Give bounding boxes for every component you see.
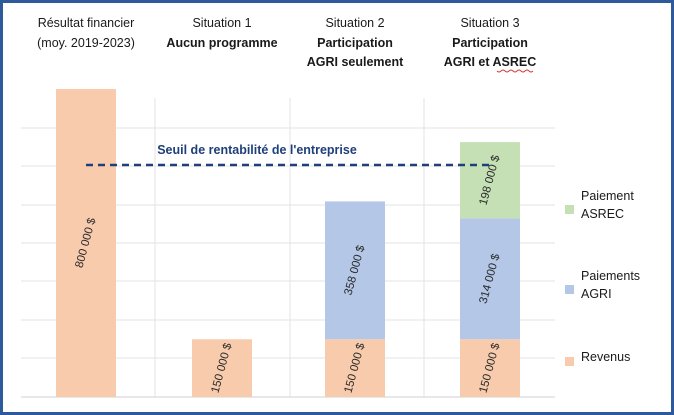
legend-label-1: Revenus — [581, 350, 630, 364]
bar-4-2 — [460, 218, 520, 340]
legend-swatch-1 — [565, 357, 574, 366]
column-subtitle-3-line-2: AGRI seulement — [307, 55, 404, 69]
bar-3-1 — [325, 339, 385, 397]
column-subtitle-4-line-2: AGRI et ASREC — [444, 55, 537, 69]
bar-1-1 — [56, 89, 116, 397]
column-subtitle-2: Aucun programme — [166, 36, 277, 50]
legend-label-3-line-1: Paiement — [581, 189, 634, 203]
column-title-1: Résultat financier — [38, 16, 135, 30]
legend-swatch-2 — [565, 285, 574, 294]
threshold-label: Seuil de rentabilité de l'entreprise — [157, 143, 357, 157]
stacked-bar-chart: 800 000 $150 000 $150 000 $358 000 $150 … — [21, 16, 640, 398]
column-title-2: Situation 1 — [192, 16, 251, 30]
bar-4-1 — [460, 339, 520, 397]
bar-3-2 — [325, 201, 385, 340]
spellcheck-squiggle — [496, 69, 534, 73]
column-subtitle-4-line-1: Participation — [452, 36, 528, 50]
column-title-3: Situation 2 — [325, 16, 384, 30]
column-title-4: Situation 3 — [460, 16, 519, 30]
bar-4-3 — [460, 142, 520, 219]
bar-2-1 — [192, 339, 252, 397]
legend-label-2-line-1: Paiements — [581, 269, 640, 283]
column-subtitle-1: (moy. 2019-2023) — [37, 36, 135, 50]
legend-label-2-line-2: AGRI — [581, 287, 612, 301]
legend-label-3-line-2: ASREC — [581, 207, 624, 221]
legend-swatch-3 — [565, 205, 574, 214]
column-subtitle-3-line-1: Participation — [317, 36, 393, 50]
